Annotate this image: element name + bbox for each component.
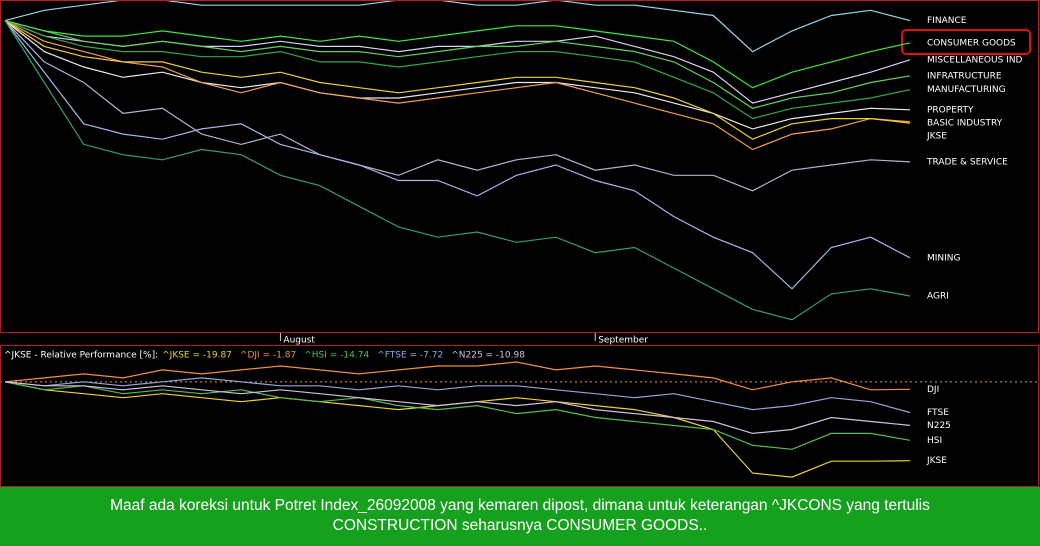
series-line <box>4 20 911 290</box>
top-panel-border <box>0 0 1039 333</box>
series-line <box>4 20 911 120</box>
series-label: MINING <box>927 253 961 263</box>
series-label: AGRI <box>927 291 949 301</box>
series-line <box>4 1 911 53</box>
series-label: FTSE <box>927 408 949 418</box>
legend-entry: ^JKSE = -19.87 <box>162 351 232 361</box>
series-line <box>4 381 911 435</box>
series-line <box>4 20 911 192</box>
series-line <box>4 20 911 151</box>
labels: August September FINANCE CONSUMER GOODS MISC… <box>4 16 1023 466</box>
series-line <box>4 20 911 130</box>
bottom-panel-border <box>0 345 1039 487</box>
x-tick-label: August <box>283 336 315 346</box>
series-label: MANUFACTURING <box>927 85 1006 95</box>
caption-line: CONSTRUCTION seharusnya CONSUMER GOODS.. <box>332 517 708 534</box>
series-line <box>4 377 911 414</box>
series-label: JKSE <box>926 131 947 141</box>
caption-banner: Maaf ada koreksi untuk Potret Index_2609… <box>0 487 1040 546</box>
bottom-plot <box>1 361 1038 478</box>
series-label: FINANCE <box>927 16 967 26</box>
chart: August September FINANCE CONSUMER GOODS MISC… <box>0 0 1039 487</box>
series-line <box>4 381 911 450</box>
caption-line: Maaf ada koreksi untuk Potret Index_2609… <box>110 497 930 514</box>
panel-title: ^JKSE - Relative Performance [%]: <box>4 351 158 361</box>
legend-entry: ^N225 = -10.98 <box>451 351 525 361</box>
series-line <box>4 361 911 391</box>
highlight-box <box>901 29 1031 55</box>
series-line <box>4 20 911 109</box>
series-label: CONSUMER GOODS <box>927 38 1016 48</box>
legend-entry: ^FTSE = -7.72 <box>377 351 443 361</box>
series-label: INFRATRUCTURE <box>927 71 1002 81</box>
series-label: HSI <box>927 436 942 446</box>
legend-entry: ^HSI = -14.74 <box>304 351 369 361</box>
series-line <box>4 20 911 140</box>
series-label: DJI <box>927 385 939 395</box>
series-line <box>4 20 911 89</box>
series-label: MISCELLANEOUS IND <box>927 55 1023 65</box>
series-label: PROPERTY <box>927 105 974 115</box>
series-label: BASIC INDUSTRY <box>927 118 1003 128</box>
series-label: TRADE & SERVICE <box>926 157 1008 167</box>
top-plot <box>4 1 911 321</box>
x-tick-label: September <box>598 336 648 346</box>
legend-entry: ^DJI = -1.87 <box>240 351 296 361</box>
series-line <box>4 381 911 478</box>
series-line <box>4 20 911 321</box>
series-label: N225 <box>927 421 951 431</box>
series-label: JKSE <box>926 456 947 466</box>
